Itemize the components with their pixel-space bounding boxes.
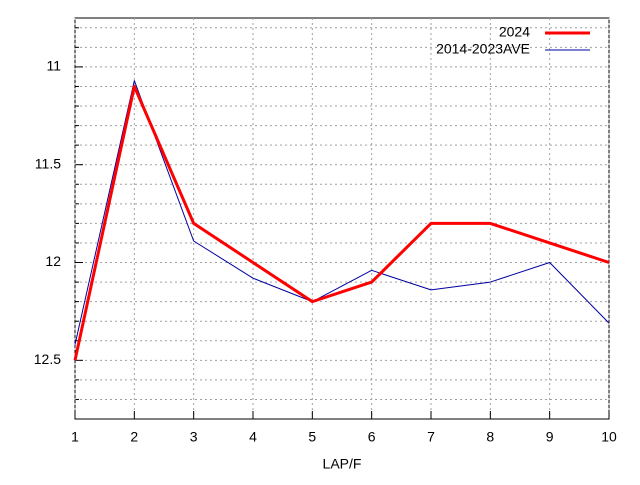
x-tick-label: 3 [190, 429, 198, 445]
x-axis-label: LAP/F [323, 456, 362, 472]
x-tick-label: 2 [130, 429, 138, 445]
legend-label: 2014-2023AVE [436, 41, 530, 57]
x-tick-label: 5 [308, 429, 316, 445]
x-tick-label: 10 [601, 429, 617, 445]
x-tick-label: 9 [546, 429, 554, 445]
series-line [74, 80, 610, 345]
y-tick-label: 12 [45, 253, 61, 269]
x-tick-label: 1 [71, 429, 79, 445]
y-tick-label: 12.5 [34, 351, 61, 367]
series-line [73, 84, 610, 361]
x-tick-label: 6 [368, 429, 376, 445]
x-tick-label: 8 [486, 429, 494, 445]
legend-label: 2024 [499, 24, 530, 40]
x-tick-label: 4 [249, 429, 257, 445]
plot-frame [74, 17, 610, 420]
x-tick-label: 7 [427, 429, 435, 445]
y-tick-label: 11.5 [35, 155, 61, 171]
y-tick-label: 11 [46, 58, 61, 74]
